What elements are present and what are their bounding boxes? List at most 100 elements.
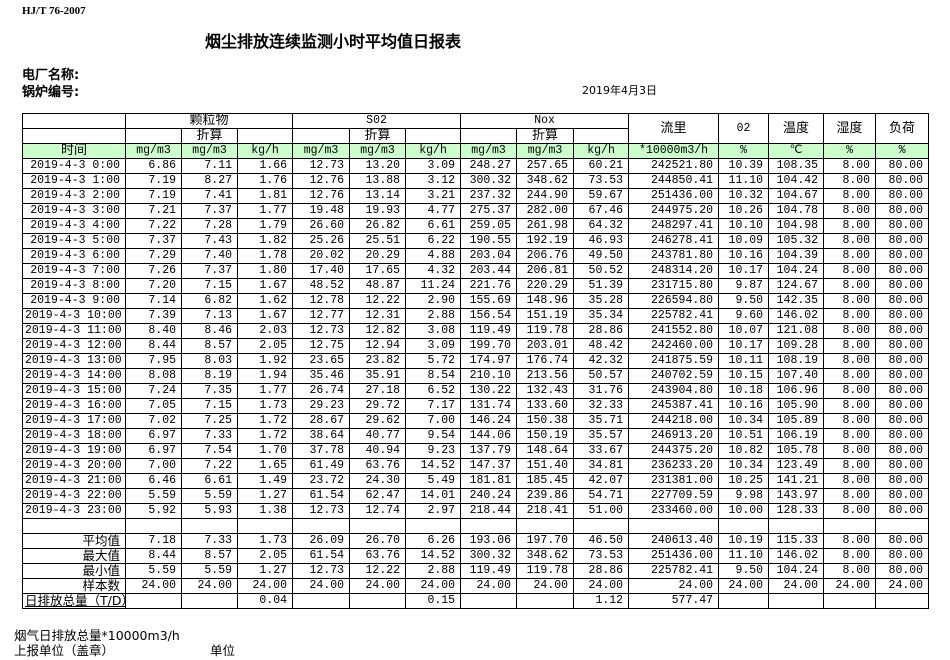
value-cell	[573, 518, 630, 534]
value-cell	[349, 593, 407, 609]
table-row: 2019-4-3 10:00 7.39 7.13 1.67 12.77 12.31 2.88…	[22, 308, 930, 324]
value-cell: 11.24	[405, 278, 462, 294]
value-cell: 54.71	[573, 488, 630, 504]
row-label: 2019-4-3 15:00	[22, 383, 126, 399]
value-cell: 203.01	[516, 338, 575, 354]
value-cell: 12.73	[292, 158, 351, 174]
value-cell: 13.20	[349, 158, 407, 174]
row-label: 2019-4-3 16:00	[22, 398, 126, 414]
value-cell: 8.00	[823, 473, 877, 489]
value-cell: 108.19	[768, 353, 825, 369]
row-label: 2019-4-3 3:00	[22, 203, 126, 219]
value-cell: 1.82	[236, 233, 294, 249]
table-row: 2019-4-3 19:00 6.97 7.54 1.70 37.78 40.94 9.23…	[22, 443, 930, 459]
value-cell: 80.00	[875, 173, 930, 189]
value-cell	[181, 593, 238, 609]
value-cell: 244375.20	[628, 443, 720, 459]
value-cell: 7.37	[125, 233, 182, 249]
value-cell: 12.75	[292, 338, 351, 354]
value-cell: 24.00	[768, 578, 825, 594]
value-cell: 109.28	[768, 338, 825, 354]
blank-row	[22, 518, 930, 534]
value-cell: 206.76	[516, 248, 575, 264]
table-row: 2019-4-3 13:00 7.95 8.03 1.92 23.65 23.82 5.72…	[22, 353, 930, 369]
units-row: 时间 mg/m3 mg/m3 kg/h mg/m3 mg/m3 kg/h mg/m3 mg/m…	[22, 143, 930, 159]
unit-cell: mg/m3	[460, 143, 518, 159]
value-cell: 10.32	[718, 188, 770, 204]
value-cell: 12.74	[349, 503, 407, 519]
value-cell: 231381.00	[628, 473, 720, 489]
value-cell: 9.23	[405, 443, 462, 459]
value-cell: 221.76	[460, 278, 518, 294]
boiler-number-label: 锅炉编号:	[22, 85, 80, 100]
value-cell: 7.26	[125, 263, 182, 279]
value-cell: 119.78	[516, 323, 575, 339]
value-cell: 35.71	[573, 413, 630, 429]
value-cell: 24.00	[292, 578, 351, 594]
row-label: 2019-4-3 13:00	[22, 353, 126, 369]
value-cell: 577.47	[628, 593, 720, 609]
time-header: 时间	[22, 143, 126, 159]
row-label	[22, 518, 126, 534]
value-cell: 1.27	[236, 488, 294, 504]
value-cell: 242521.80	[628, 158, 720, 174]
value-cell	[292, 593, 351, 609]
value-cell: 151.40	[516, 458, 575, 474]
row-label: 2019-4-3 6:00	[22, 248, 126, 264]
unit-cell: *10000m3/h	[628, 143, 720, 159]
value-cell: 5.72	[405, 353, 462, 369]
value-cell: 142.35	[768, 293, 825, 309]
value-cell: 6.97	[125, 443, 182, 459]
pm-header: 颗粒物	[124, 113, 294, 129]
value-cell: 63.76	[349, 458, 407, 474]
value-cell: 227709.59	[628, 488, 720, 504]
value-cell: 67.46	[573, 203, 630, 219]
value-cell: 10.18	[718, 383, 770, 399]
value-cell: 104.42	[768, 173, 825, 189]
value-cell: 24.00	[516, 578, 575, 594]
value-cell: 31.76	[573, 383, 630, 399]
value-cell	[823, 518, 877, 534]
value-cell: 64.32	[573, 218, 630, 234]
value-cell: 24.00	[628, 578, 720, 594]
value-cell: 8.00	[823, 323, 877, 339]
value-cell: 7.33	[181, 428, 238, 444]
value-cell: 38.64	[292, 428, 351, 444]
value-cell: 20.29	[349, 248, 407, 264]
value-cell: 23.72	[292, 473, 351, 489]
value-cell: 240702.59	[628, 368, 720, 384]
value-cell: 7.37	[181, 263, 238, 279]
value-cell: 148.64	[516, 443, 575, 459]
value-cell: 12.94	[349, 338, 407, 354]
table-row: 2019-4-3 5:00 7.37 7.43 1.82 25.26 25.51 6.22 1…	[22, 233, 930, 249]
value-cell: 206.81	[516, 263, 575, 279]
row-label: 2019-4-3 21:00	[22, 473, 126, 489]
value-cell	[768, 593, 825, 609]
value-cell	[718, 593, 770, 609]
value-cell: 8.00	[823, 458, 877, 474]
value-cell: 61.54	[292, 488, 351, 504]
value-cell: 8.00	[823, 278, 877, 294]
value-cell: 248297.41	[628, 218, 720, 234]
value-cell: 115.33	[768, 533, 825, 549]
value-cell: 7.18	[125, 533, 182, 549]
unit-cell: mg/m3	[292, 143, 351, 159]
value-cell: 106.96	[768, 383, 825, 399]
value-cell: 17.40	[292, 263, 351, 279]
table-row: 2019-4-3 21:00 6.46 6.61 1.49 23.72 24.30 5.49…	[22, 473, 930, 489]
value-cell: 5.59	[125, 563, 182, 579]
hourly-report-table: 颗粒物 S02 Nox 流里 02 温度 湿度 负荷 折算 折算 折算 时间 m…	[22, 113, 930, 609]
value-cell	[516, 593, 575, 609]
value-cell: 8.44	[125, 548, 182, 564]
table-row: 2019-4-3 14:00 8.08 8.19 1.94 35.46 35.91 8.54…	[22, 368, 930, 384]
table-row: 2019-4-3 15:00 7.24 7.35 1.77 26.74 27.18 6.52…	[22, 383, 930, 399]
table-row: 2019-4-3 9:00 7.14 6.82 1.62 12.78 12.22 2.90 1…	[22, 293, 930, 309]
value-cell: 5.93	[181, 503, 238, 519]
value-cell: 62.47	[349, 488, 407, 504]
load-header: 负荷	[875, 113, 930, 144]
row-label: 2019-4-3 5:00	[22, 233, 126, 249]
value-cell: 80.00	[875, 473, 930, 489]
row-label: 最大值	[22, 548, 126, 564]
value-cell	[875, 593, 930, 609]
value-cell: 26.70	[349, 533, 407, 549]
